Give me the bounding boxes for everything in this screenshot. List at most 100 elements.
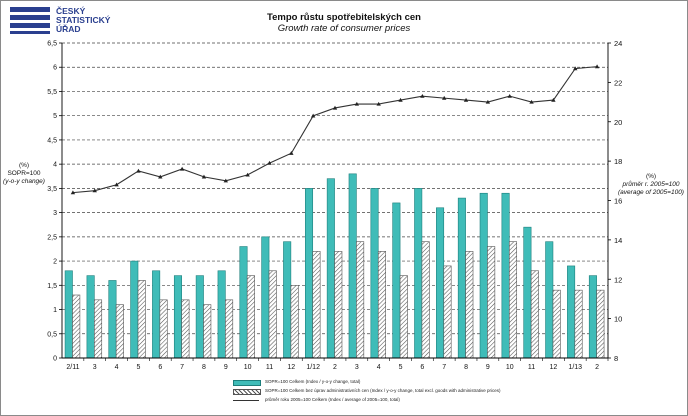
x-tick-label: 1/12	[306, 364, 320, 371]
legend-item: průměr roku 2005=100 Celkem (Index / ave…	[233, 396, 653, 405]
bar-total	[239, 246, 248, 359]
index-line-marker	[223, 178, 228, 183]
bar-excl-admin	[356, 241, 365, 359]
y-left-tick-label: 2,5	[47, 234, 57, 241]
bar-total	[283, 241, 292, 359]
x-tick-label: 4	[115, 364, 119, 371]
bar-total	[304, 188, 314, 359]
chart-title: Tempo růstu spotřebitelských cen	[267, 12, 421, 23]
bar-total	[457, 197, 466, 359]
index-line-marker	[158, 174, 163, 179]
index-line-marker	[594, 64, 600, 69]
bar-excl-admin	[94, 299, 103, 359]
legend-swatch-line	[233, 400, 259, 401]
y-right-tick-label: 8	[614, 354, 618, 363]
index-line-marker	[310, 113, 316, 118]
y-left-tick-label: 4	[53, 162, 57, 169]
right-axis-label: (%) průměr r. 2005=100 (average of 2005=…	[616, 173, 686, 197]
bar-total	[108, 280, 117, 359]
bar-total	[261, 236, 270, 359]
x-tick-label: 11	[266, 364, 273, 371]
left-axis-label-line: SOPR=100	[7, 170, 41, 177]
bar-excl-admin	[115, 304, 124, 359]
x-tick-label: 5	[136, 364, 140, 371]
legend-item: SOPR=100 Celkem bez úprav administrativn…	[233, 387, 653, 396]
index-line-marker	[442, 95, 447, 100]
bar-total	[479, 192, 488, 359]
bar-excl-admin	[552, 289, 561, 359]
y-right-tick-label: 14	[614, 236, 622, 245]
legend-label: SOPR=100 Celkem (Index / y-o-y change, t…	[265, 379, 361, 384]
y-left-tick-label: 2	[53, 259, 57, 266]
chart-subtitle: Growth rate of consumer prices	[277, 23, 411, 34]
bar-excl-admin	[72, 294, 81, 359]
legend-swatch-hatched	[233, 389, 261, 395]
x-tick-label: 12	[550, 364, 558, 371]
bar-total	[545, 241, 554, 359]
left-axis-label: (%) SOPR=100 (y-o-y change)	[3, 162, 45, 186]
logo-line: ČESKÝ	[56, 6, 86, 16]
index-line-marker	[201, 174, 207, 179]
bar-total	[348, 173, 357, 359]
index-line-marker	[420, 93, 425, 98]
bar-excl-admin	[377, 251, 386, 359]
bar-excl-admin	[596, 289, 605, 359]
y-right-tick-label: 20	[614, 118, 622, 127]
bar-total	[152, 270, 161, 359]
bar-excl-admin	[137, 280, 146, 359]
x-tick-label: 4	[377, 364, 381, 371]
bar-total	[392, 202, 401, 359]
bar-excl-admin	[487, 246, 496, 359]
y-left-tick-label: 1,5	[47, 283, 57, 290]
index-line-marker	[332, 105, 338, 110]
index-line	[70, 64, 600, 195]
y-left-tick-label: 3,5	[47, 186, 57, 193]
y-left-tick-label: 3	[53, 210, 57, 217]
bar-excl-admin	[290, 285, 299, 359]
bar-total	[370, 188, 379, 359]
x-tick-label: 1/13	[568, 364, 582, 371]
bar-excl-admin	[203, 304, 212, 359]
bar-total	[195, 275, 204, 359]
y-right-tick-label: 12	[614, 275, 622, 284]
x-tick-label: 7	[180, 364, 184, 371]
bar-excl-admin	[312, 251, 321, 359]
x-tick-label: 9	[224, 364, 228, 371]
x-tick-label: 2	[595, 364, 599, 371]
x-tick-label: 9	[486, 364, 490, 371]
index-line-marker	[463, 97, 469, 102]
x-tick-label: 8	[464, 364, 468, 371]
y-left-tick-label: 5,5	[47, 89, 57, 96]
right-axis-label-line: (%)	[645, 173, 657, 180]
logo: ČESKÝ STATISTICKÝ ÚŘAD	[8, 4, 128, 38]
logo-text: ČESKÝ STATISTICKÝ ÚŘAD	[56, 7, 110, 34]
index-line-marker	[485, 99, 491, 104]
index-line-marker	[267, 160, 272, 165]
right-axis-label-line: průměr r. 2005=100	[622, 181, 680, 188]
index-line-marker	[398, 97, 403, 102]
bar-excl-admin	[465, 251, 474, 359]
bar-excl-admin	[334, 251, 343, 359]
y-right-tick-label: 10	[614, 315, 622, 324]
y-right-tick-label: 18	[614, 157, 622, 166]
index-line-marker	[245, 172, 250, 177]
bar-excl-admin	[268, 270, 277, 359]
bar-excl-admin	[508, 241, 518, 359]
y-left-tick-label: 5	[53, 113, 57, 120]
x-tick-label: 10	[506, 364, 514, 371]
legend: SOPR=100 Celkem (Index / y-o-y change, t…	[233, 378, 653, 405]
bar-total	[588, 275, 597, 359]
logo-icon	[10, 7, 50, 34]
y-right-tick-label: 22	[614, 78, 622, 87]
bar-total	[217, 270, 226, 359]
bar-total	[436, 207, 445, 359]
index-line-marker	[179, 166, 185, 171]
x-tick-label: 6	[420, 364, 424, 371]
index-line-marker	[136, 168, 141, 173]
x-tick-label: 3	[93, 364, 97, 371]
bar-total	[326, 178, 335, 359]
x-tick-label: 6	[158, 364, 162, 371]
y-left-tick-label: 0	[53, 356, 57, 363]
index-line-marker	[70, 190, 76, 195]
